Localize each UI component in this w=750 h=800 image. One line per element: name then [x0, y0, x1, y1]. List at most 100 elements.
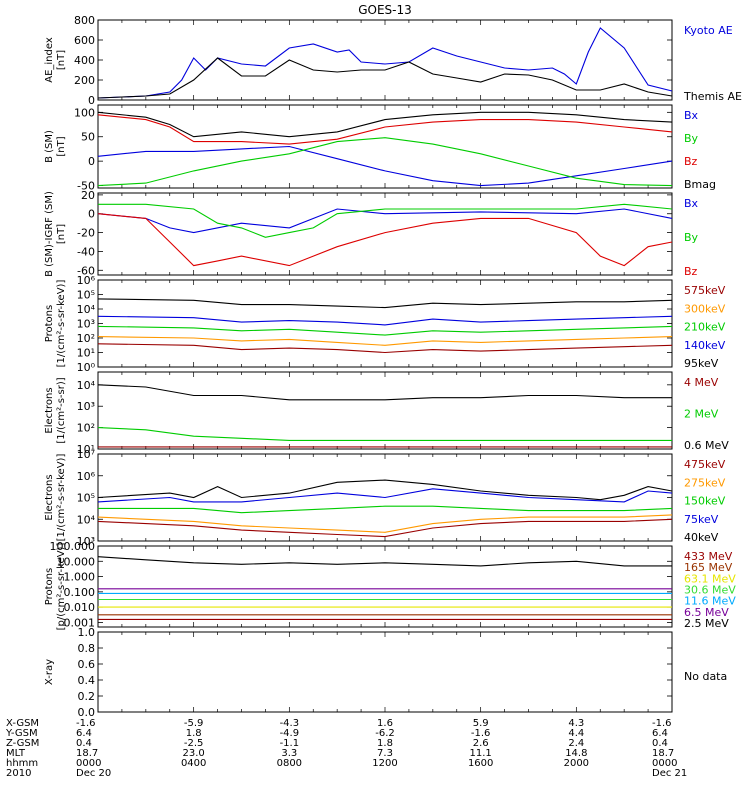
- y-tick-label: 0: [88, 94, 95, 107]
- y-tick-label: 1.0: [78, 626, 96, 639]
- y-tick-label: 800: [74, 14, 95, 27]
- ephemeris-value: 0400: [181, 758, 206, 769]
- y-tick-label: 0.001: [64, 616, 96, 629]
- y-axis-label: [1/(cm²-s-sr-keV)]: [56, 280, 67, 368]
- ephemeris-value: 0800: [277, 758, 302, 769]
- ephemeris-value: 0.4: [76, 738, 92, 749]
- legend-entry: 140keV: [684, 339, 726, 352]
- panel-xray: 0.0 0.2 0.4 0.6 0.8 1.0 X-ray No data: [44, 626, 727, 719]
- series-line-0.6-MeV: [97, 384, 672, 401]
- legend-entry: Themis AE: [683, 90, 742, 103]
- ephemeris-value: 0.4: [652, 738, 668, 749]
- series-line-140keV: [97, 315, 673, 326]
- panel-frame: [97, 19, 673, 101]
- ephemeris-row-label: hhmm: [6, 758, 38, 769]
- ephemeris-value: -1.6: [76, 718, 96, 729]
- ephemeris-value: 1.8: [186, 728, 202, 739]
- y-tick-label: 10⁶: [77, 470, 96, 483]
- y-axis-label: Protons: [44, 305, 55, 342]
- y-tick-label: 50: [81, 131, 95, 144]
- ephemeris-value: Dec 20: [76, 768, 111, 779]
- y-tick-label: 10⁰: [77, 361, 96, 374]
- ephemeris-value: -4.9: [280, 728, 300, 739]
- y-axis-label: [nT]: [56, 136, 67, 156]
- legend-entry: 150keV: [684, 495, 726, 508]
- y-tick-label: 10⁵: [77, 492, 95, 505]
- legend-entry: 4 MeV: [684, 376, 719, 389]
- ephemeris-value: 6.4: [652, 728, 668, 739]
- panel-frame: [97, 104, 673, 189]
- y-tick-label: 10²: [77, 332, 95, 345]
- legend-entry: 75keV: [684, 513, 719, 526]
- legend-entry: 40keV: [684, 531, 719, 544]
- y-tick-label: 10²: [77, 422, 95, 435]
- legend-entry: Bx: [684, 109, 699, 122]
- y-axis-label: [p/(cm²-s-sr-keV)]: [56, 543, 67, 631]
- ephemeris-value: 1.8: [377, 738, 393, 749]
- y-tick-label: 0.010: [64, 601, 96, 614]
- panel-bsm: -50 0 50 100 B (SM) [nT] Bx By Bz Bmag: [44, 104, 716, 193]
- y-tick-label: 10¹: [77, 443, 95, 456]
- y-tick-label: 400: [74, 54, 95, 67]
- panel-frame: [97, 279, 673, 368]
- series-line-95keV: [97, 298, 673, 309]
- y-axis-label: B (SM)-IGRF (SM): [44, 191, 55, 277]
- y-tick-label: -50: [77, 180, 95, 193]
- y-tick-label: 1.000: [64, 571, 96, 584]
- legend-entry: 63.1 MeV: [684, 572, 736, 585]
- legend-entry: 6.5 MeV: [684, 606, 729, 619]
- ephemeris-row-label: Z-GSM: [6, 738, 39, 749]
- ephemeris-value: -1.6: [471, 728, 491, 739]
- y-tick-label: 10⁴: [77, 513, 96, 526]
- y-tick-label: -40: [77, 245, 95, 258]
- legend-entry: 300keV: [684, 302, 726, 315]
- y-tick-label: 10⁴: [77, 379, 96, 392]
- y-tick-label: 10⁴: [77, 303, 96, 316]
- ephemeris-row-label: 2010: [6, 768, 31, 779]
- panel-bigrf: -60 -40 -20 0 20 B (SM)-IGRF (SM) [nT] Bx By Bz: [44, 189, 699, 278]
- legend-entry: No data: [684, 670, 727, 683]
- ephemeris-value: -1.6: [652, 718, 672, 729]
- y-tick-label: -60: [77, 264, 95, 277]
- series-line-Bz: [97, 213, 673, 267]
- ephemeris-value: 2000: [564, 758, 589, 769]
- ephemeris-value: 3.3: [281, 748, 297, 759]
- ephemeris-value: 23.0: [183, 748, 205, 759]
- ephemeris-value: 0000: [652, 758, 677, 769]
- ephemeris-value: 6.4: [76, 728, 92, 739]
- ephemeris-value: 14.8: [565, 748, 587, 759]
- ephemeris-value: -4.3: [280, 718, 300, 729]
- panel-frame: [97, 192, 673, 276]
- y-tick-label: 20: [81, 189, 95, 202]
- y-axis-label: X-ray: [44, 659, 55, 685]
- series-line-Bz: [97, 114, 673, 145]
- legend-entry: 2.5 MeV: [684, 617, 729, 630]
- ephemeris-value: 2.4: [568, 738, 584, 749]
- series-line-210keV: [97, 325, 673, 336]
- legend-entry: 2 MeV: [684, 408, 719, 421]
- ephemeris-value: 1600: [468, 758, 493, 769]
- ephemeris-value: 0000: [76, 758, 101, 769]
- series-line-275keV: [97, 514, 673, 533]
- ephemeris-value: -2.5: [184, 738, 204, 749]
- ephemeris-value: 18.7: [652, 748, 674, 759]
- y-tick-label: 10⁶: [77, 274, 96, 287]
- series-line-2.5-MeV: [97, 556, 672, 567]
- legend-entry: By: [684, 231, 699, 244]
- y-axis-label: [nT]: [56, 224, 67, 244]
- legend-entry: Bz: [684, 155, 698, 168]
- y-axis-label: Protons: [44, 568, 55, 605]
- y-axis-label: Electrons: [44, 474, 55, 520]
- y-axis-label: Electrons: [44, 387, 55, 433]
- y-axis-label: [nT]: [56, 50, 67, 70]
- series-line-Bx: [97, 208, 673, 234]
- y-axis-label: AE_index: [44, 37, 55, 83]
- y-tick-label: 10.000: [57, 555, 96, 568]
- legend-entry: 275keV: [684, 476, 726, 489]
- legend-entry: 0.6 MeV: [684, 439, 729, 452]
- ephemeris-table: X-GSMY-GSMZ-GSMMLThhmm2010-1.66.40.418.7…: [5, 718, 687, 779]
- y-axis-label: [1/(cm²-s-sr-keV)]: [56, 454, 67, 542]
- y-tick-label: 10⁷: [77, 448, 95, 461]
- series-line-475keV: [97, 518, 673, 538]
- ephemeris-value: 18.7: [76, 748, 98, 759]
